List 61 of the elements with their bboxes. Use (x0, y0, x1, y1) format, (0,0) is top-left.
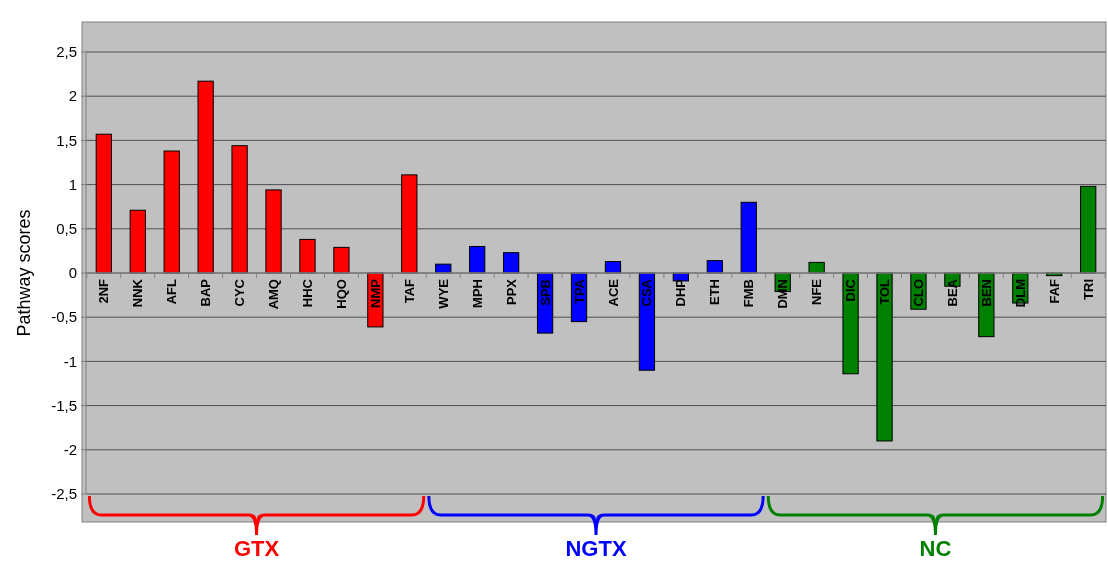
x-tick-label: DIC (843, 278, 859, 302)
bar (265, 189, 282, 274)
bar (333, 246, 350, 274)
x-tick-label: PPX (503, 278, 519, 306)
x-tick-label: NMP (367, 278, 383, 308)
x-tick-label: TRI (1080, 279, 1096, 300)
x-tick-label: TOL (877, 278, 893, 305)
x-tick-label: FAF (1046, 278, 1062, 304)
x-tick-label: WYE (435, 278, 451, 309)
bar (401, 174, 418, 274)
x-tick-label: CSA (639, 278, 655, 307)
bar (197, 80, 214, 274)
x-tick-label: DHP (673, 278, 689, 307)
text: GTX (233, 536, 280, 561)
y-tick-label: -1 (63, 352, 77, 370)
y-tick-label: -2,5 (51, 485, 77, 503)
bar (95, 133, 112, 274)
x-tick-label: CLO (911, 279, 927, 307)
x-tick-label: DLM (1012, 279, 1028, 308)
x-tick-label: HQO (333, 279, 349, 309)
y-tick-label: 0,5 (56, 220, 77, 238)
text: NGTX (565, 536, 627, 561)
bar (1080, 185, 1097, 274)
text: NC (919, 536, 952, 561)
y-tick-label: 2,5 (56, 43, 77, 61)
bar (231, 145, 248, 274)
x-tick-label: BEN (978, 279, 994, 307)
bar (129, 209, 146, 274)
x-tick-label: MPH (469, 279, 485, 308)
y-tick-label: -1,5 (51, 396, 77, 414)
y-tick-label: 1 (68, 175, 77, 193)
x-tick-label: TAF (401, 278, 417, 304)
bar (842, 272, 859, 375)
x-tick-label: BAP (198, 278, 214, 307)
x-tick-label: BEA (944, 278, 960, 307)
y-tick-label: -2 (63, 441, 77, 459)
x-tick-label: ACE (605, 278, 621, 307)
x-tick-label: NFE (809, 278, 825, 305)
y-tick-label: 2 (68, 87, 77, 105)
bar (469, 245, 486, 274)
y-tick-label: -0,5 (51, 308, 77, 326)
x-tick-label: FMB (741, 279, 757, 308)
bar (299, 238, 316, 274)
x-tick-label: 2NF (96, 278, 112, 304)
x-tick-label: AFL (164, 278, 180, 305)
bar (163, 150, 180, 274)
y-tick-label: 1,5 (56, 131, 77, 149)
x-tick-label: AMQ (266, 279, 282, 310)
x-tick-label: ETH (707, 279, 723, 305)
bar (740, 201, 757, 274)
bar (808, 261, 825, 274)
x-tick-label: TPA (571, 278, 587, 305)
y-tick-label: 0 (68, 264, 77, 282)
x-tick-label: CYC (232, 278, 248, 307)
x-tick-label: SPB (537, 279, 553, 306)
x-tick-label: DMN (775, 279, 791, 309)
x-tick-label: HHC (300, 278, 316, 308)
bar (503, 252, 520, 274)
y-axis-title: Pathway scores (14, 209, 34, 337)
bar (876, 272, 893, 442)
x-tick-label: NNK (130, 278, 146, 308)
